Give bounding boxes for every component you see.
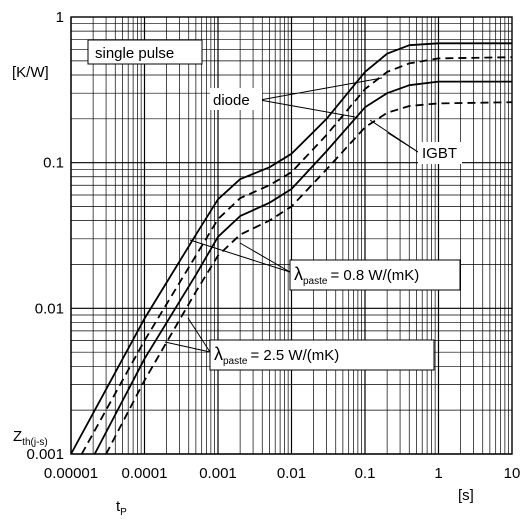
curve-4-dashed — [105, 101, 513, 455]
y-unit-bg — [8, 60, 58, 82]
plot-frame — [70, 16, 513, 455]
x-axis-label: tP — [116, 498, 127, 518]
x-axis-label-sub: P — [120, 507, 127, 518]
paste-25-label: λpaste = 2.5 W/(mK) — [214, 344, 339, 367]
diode-label: diode — [213, 92, 250, 109]
y-tick-label: 0.01 — [35, 300, 64, 317]
y-axis-label: Zth(j-s) — [13, 428, 48, 448]
curves — [70, 42, 513, 455]
curve-1-solid — [70, 42, 512, 455]
igbt-bg — [418, 142, 462, 164]
y-tick-label: 1 — [56, 9, 64, 26]
x-tick-label: 0.001 — [199, 465, 237, 482]
curve-2-dashed — [80, 56, 513, 455]
y-axis-label-main: Z — [13, 428, 22, 445]
y-label-bg — [10, 424, 68, 448]
paste-25-lambda: λ — [214, 344, 223, 364]
paste-08-box — [289, 259, 461, 291]
paste-08-value: = 0.8 W/(mK) — [330, 267, 419, 284]
paste-08-lambda: λ — [294, 264, 303, 284]
x-tick-labels: 0.00001 0.0001 0.001 0.01 0.1 1 10 — [44, 465, 520, 482]
single-pulse-box — [87, 39, 203, 65]
x-tick-label: 10 — [504, 465, 521, 482]
igbt-label: IGBT — [422, 145, 457, 162]
paste-25-value: = 2.5 W/(mK) — [250, 347, 339, 364]
x-tick-label: 0.00001 — [44, 465, 98, 482]
leader-lines — [164, 77, 419, 353]
y-axis-label-sub: th(j-s) — [22, 437, 48, 448]
single-pulse-label: single pulse — [95, 45, 174, 62]
x-tick-label: 0.01 — [277, 465, 306, 482]
x-tick-label: 0.0001 — [122, 465, 168, 482]
curve-3-solid — [93, 80, 512, 455]
y-tick-label: 0.001 — [26, 446, 64, 463]
y-tick-labels: 0.001 0.01 0.1 1 — [26, 9, 64, 463]
y-tick-label: 0.1 — [43, 155, 64, 172]
paste-08-sub: paste — [303, 276, 328, 287]
paste-08-label: λpaste = 0.8 W/(mK) — [294, 264, 419, 287]
x-unit-label: [s] — [458, 487, 474, 504]
paste-25-sub: paste — [223, 356, 248, 367]
x-tick-label: 1 — [434, 465, 442, 482]
diode-bg — [210, 88, 262, 110]
paste-25-box — [209, 339, 435, 371]
y-unit-label: [K/W] — [12, 64, 49, 81]
x-tick-label: 0.1 — [355, 465, 376, 482]
x-axis-label-main: t — [116, 498, 121, 515]
